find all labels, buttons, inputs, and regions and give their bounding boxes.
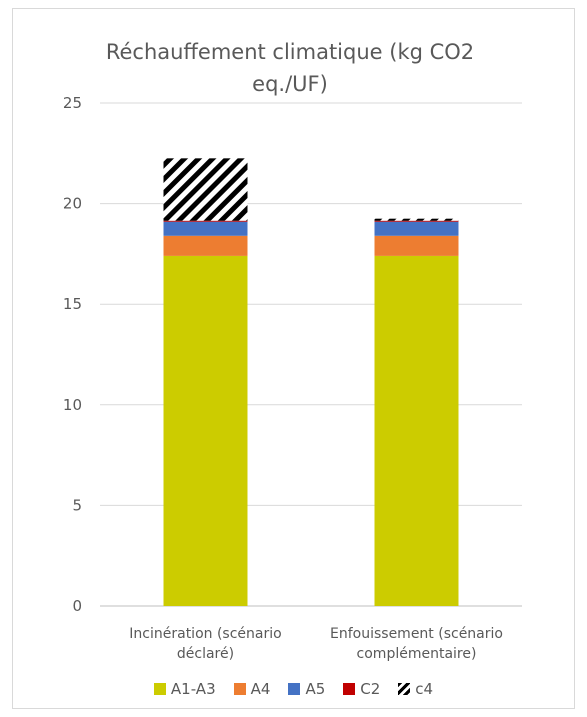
legend-item-a4: A4 <box>233 680 271 698</box>
y-tick-label: 5 <box>72 496 82 514</box>
bar-c4-1 <box>163 158 248 221</box>
bar-a1-a3-2 <box>374 255 459 607</box>
chart-frame <box>12 8 575 709</box>
bar-a1-a3-1 <box>163 255 248 607</box>
legend-swatch <box>153 683 166 695</box>
bar-a4-2 <box>374 235 459 256</box>
legend-item-c2: C2 <box>343 680 380 698</box>
legend-label: c4 <box>415 680 434 698</box>
y-tick-label: 0 <box>72 597 82 615</box>
y-tick-label: 10 <box>63 396 82 414</box>
legend: A1-A3 A4 A5 C2 c4 <box>0 680 587 698</box>
bar-c2-1 <box>163 220 248 222</box>
legend-item-a5: A5 <box>288 680 325 698</box>
chart-svg: 0 5 10 15 20 25 Incinération (scénario déclaré)… <box>63 94 522 662</box>
legend-label: A4 <box>250 680 271 698</box>
legend-label: A5 <box>305 680 326 698</box>
legend-item-c4: c4 <box>398 680 433 698</box>
legend-label: A1-A3 <box>170 680 216 698</box>
legend-swatch <box>343 683 356 695</box>
y-tick-label: 15 <box>63 295 82 313</box>
y-tick-label: 25 <box>63 94 82 112</box>
legend-item-a1-a3: A1-A3 <box>153 680 216 698</box>
x-category-label: Enfouissement (scénario <box>330 626 503 642</box>
y-tick-label: 20 <box>63 195 82 213</box>
legend-swatch <box>288 683 301 695</box>
x-category-label: complémentaire) <box>357 646 477 662</box>
x-category-label: déclaré) <box>177 646 234 662</box>
x-category-label: Incinération (scénario <box>129 626 281 642</box>
bar-c2-2 <box>374 220 459 222</box>
legend-swatch <box>233 683 246 695</box>
bar-a5-1 <box>163 221 248 236</box>
bar-a4-1 <box>163 235 248 256</box>
legend-label: C2 <box>360 680 381 698</box>
bar-a5-2 <box>374 221 459 236</box>
chart-title: Réchauffement climatique (kg CO2 eq./UF) <box>105 40 475 96</box>
bar-c4-2 <box>374 218 459 221</box>
legend-swatch <box>398 683 411 695</box>
